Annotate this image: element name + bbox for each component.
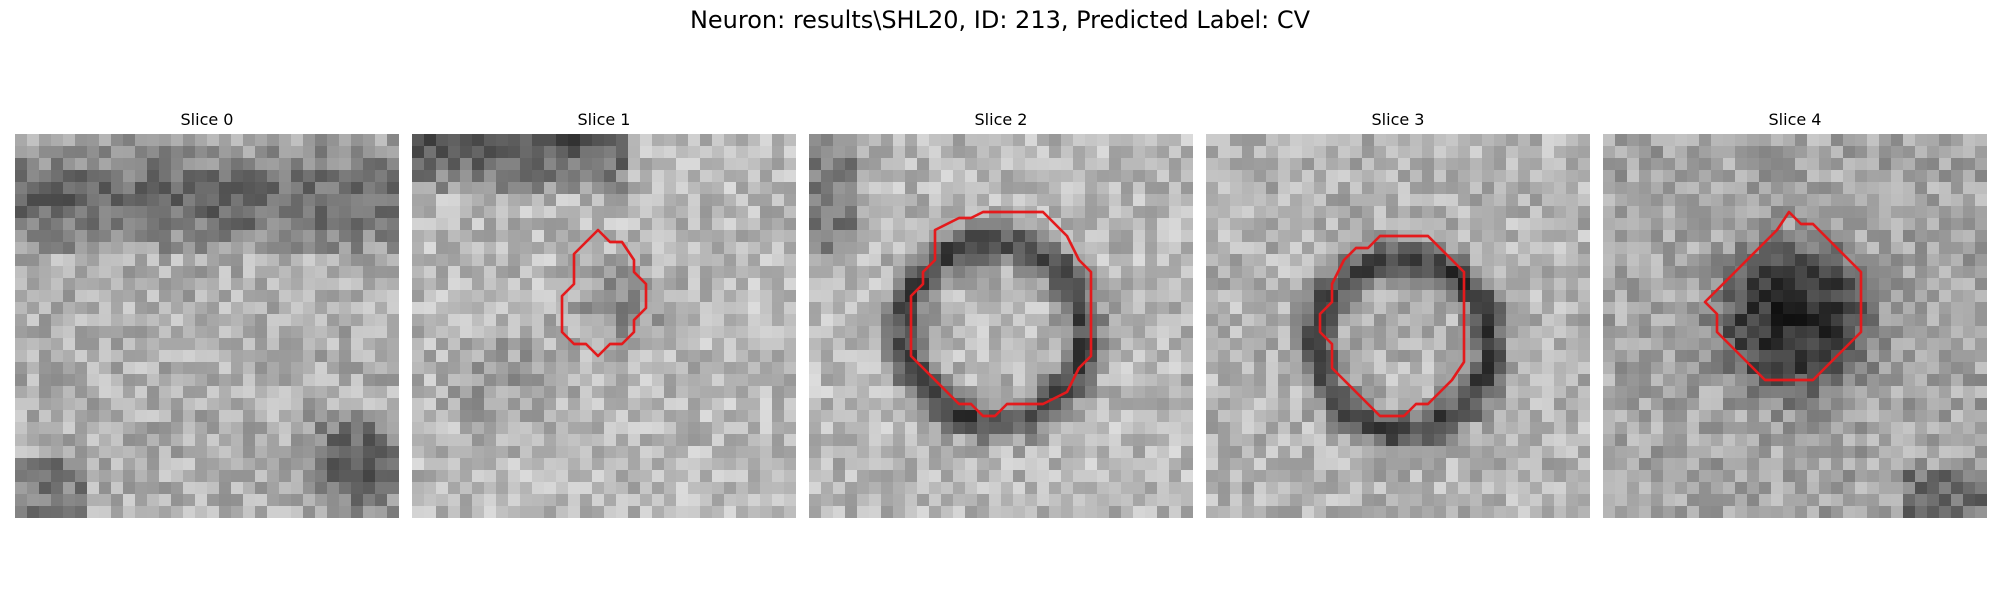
slice-0-image bbox=[15, 134, 399, 518]
slice-3-title: Slice 3 bbox=[1371, 110, 1425, 129]
slice-0-panel bbox=[15, 134, 399, 518]
slice-2-panel bbox=[809, 134, 1193, 518]
slice-2-contour bbox=[909, 210, 1093, 418]
slice-4-title: Slice 4 bbox=[1768, 110, 1822, 129]
slice-3-image bbox=[1206, 134, 1590, 518]
slice-1-panel bbox=[412, 134, 796, 518]
slice-1-image bbox=[412, 134, 796, 518]
slice-2-image bbox=[809, 134, 1193, 518]
slice-1-contour bbox=[560, 228, 648, 358]
figure-title: Neuron: results\SHL20, ID: 213, Predicte… bbox=[689, 6, 1311, 34]
slice-4-contour bbox=[1703, 210, 1863, 382]
slice-0-title: Slice 0 bbox=[180, 110, 234, 129]
slice-4-panel bbox=[1603, 134, 1987, 518]
slice-1-title: Slice 1 bbox=[577, 110, 631, 129]
slice-3-contour bbox=[1318, 234, 1466, 418]
slice-4-image bbox=[1603, 134, 1987, 518]
slice-3-panel bbox=[1206, 134, 1590, 518]
slice-2-title: Slice 2 bbox=[974, 110, 1028, 129]
